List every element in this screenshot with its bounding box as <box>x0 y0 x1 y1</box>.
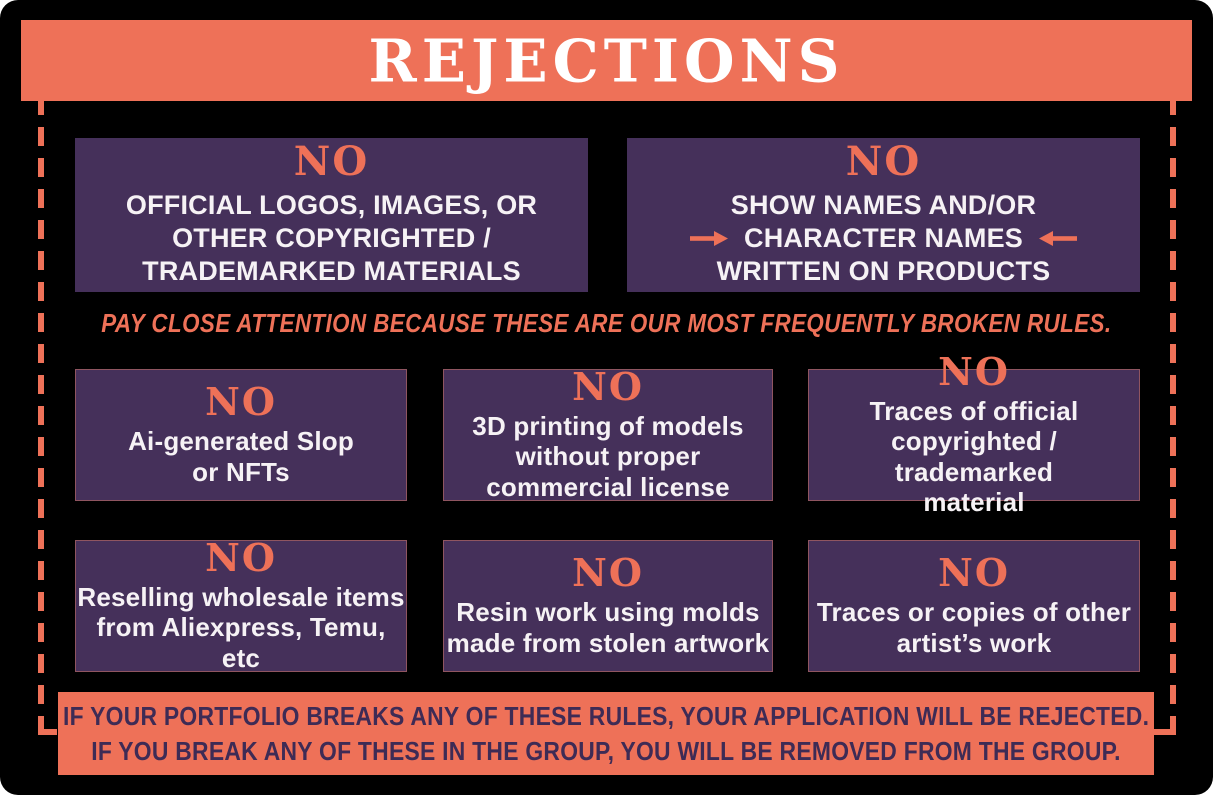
no-label: NO <box>205 535 277 581</box>
rule-text-line-with-arrows: CHARACTER NAMES <box>690 222 1077 255</box>
rule-box-traces-copies: NO Traces or copies of other artist’s wo… <box>808 540 1140 672</box>
rule-box-reselling-wholesale: NO Reselling wholesale items from Aliexp… <box>75 535 407 673</box>
rule-text-line: commercial license <box>486 471 730 502</box>
rule-text-line: Reselling wholesale items <box>77 582 405 613</box>
dashed-border-right <box>1170 96 1176 737</box>
rule-text-line: TRADEMARKED MATERIALS <box>142 255 521 286</box>
rule-box-resin-molds: NO Resin work using molds made from stol… <box>443 540 773 672</box>
rule-text-line: copyrighted / trademarked <box>891 426 1057 487</box>
page-title: REJECTIONS <box>368 25 845 96</box>
header-bar: REJECTIONS <box>21 20 1192 101</box>
rule-text-line: Traces of official <box>869 396 1079 427</box>
no-label: NO <box>938 349 1010 395</box>
no-label: NO <box>572 364 644 410</box>
footer-line-1: IF YOUR PORTFOLIO BREAKS ANY OF THESE RU… <box>62 700 1150 731</box>
footer-bar: IF YOUR PORTFOLIO BREAKS ANY OF THESE RU… <box>58 692 1154 775</box>
rule-text-line: 3D printing of models <box>472 411 744 442</box>
no-label: NO <box>845 138 922 186</box>
rule-text-line: OTHER COPYRIGHTED / <box>172 223 491 254</box>
rule-text-line: SHOW NAMES AND/OR <box>730 190 1037 221</box>
dashed-border-left <box>38 96 44 737</box>
rule-text-line: without proper <box>515 441 701 472</box>
no-label: NO <box>572 550 644 596</box>
rule-text-line: Ai-generated Slop <box>128 426 354 457</box>
rule-box-traces-official: NO Traces of official copyrighted / trad… <box>808 353 1140 517</box>
no-label: NO <box>938 550 1010 596</box>
footer-line-2: IF YOU BREAK ANY OF THESE IN THE GROUP, … <box>91 736 1121 766</box>
left-arrow-icon <box>1039 231 1077 246</box>
no-label: NO <box>293 138 370 186</box>
no-label: NO <box>205 379 277 425</box>
attention-text: PAY CLOSE ATTENTION BECAUSE THESE ARE OU… <box>101 307 1112 338</box>
rule-text-line: from Aliexpress, Temu, etc <box>96 612 386 673</box>
right-arrow-icon <box>690 231 728 246</box>
rule-box-3d-printing: NO 3D printing of models without proper … <box>443 364 773 502</box>
rule-text-line: CHARACTER NAMES <box>744 223 1023 254</box>
rule-text-line: Traces or copies of other <box>816 597 1132 628</box>
rule-text-line: artist’s work <box>896 627 1052 658</box>
rule-text-line: WRITTEN ON PRODUCTS <box>716 255 1051 286</box>
rule-box-ai-slop: NO Ai-generated Slop or NFTs <box>75 369 407 501</box>
attention-note: PAY CLOSE ATTENTION BECAUSE THESE ARE OU… <box>0 306 1213 340</box>
rule-box-copyrighted-materials: NO OFFICIAL LOGOS, IMAGES, OR OTHER COPY… <box>75 138 588 292</box>
rule-box-show-names: NO SHOW NAMES AND/OR CHARACTER NAMES WRI… <box>627 138 1140 292</box>
rule-text-line: OFFICIAL LOGOS, IMAGES, OR <box>125 190 538 221</box>
rule-text-line: Resin work using molds <box>456 597 760 628</box>
rule-text-line: material <box>923 486 1025 517</box>
rule-text-line: made from stolen artwork <box>446 627 770 658</box>
rule-text-line: or NFTs <box>192 456 290 487</box>
